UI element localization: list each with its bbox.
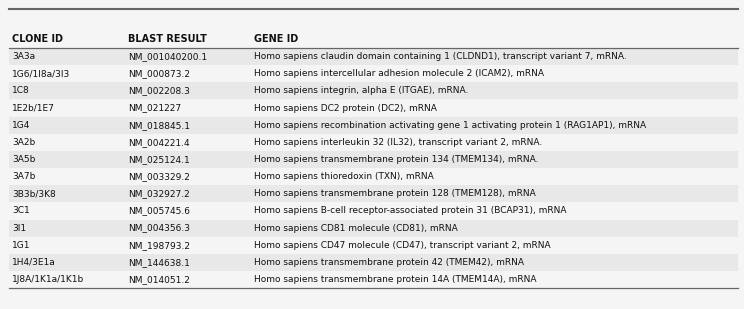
Bar [9, 237, 738, 254]
Text: Homo sapiens transmembrane protein 128 (TMEM128), mRNA: Homo sapiens transmembrane protein 128 (… [254, 189, 536, 198]
Bar [9, 254, 738, 271]
Text: Homo sapiens CD81 molecule (CD81), mRNA: Homo sapiens CD81 molecule (CD81), mRNA [254, 224, 458, 233]
Text: NM_001040200.1: NM_001040200.1 [128, 52, 207, 61]
Text: NM_018845.1: NM_018845.1 [128, 121, 190, 130]
Bar [9, 271, 738, 288]
Text: NM_005745.6: NM_005745.6 [128, 206, 190, 215]
Text: Homo sapiens B-cell receptor-associated protein 31 (BCAP31), mRNA: Homo sapiens B-cell receptor-associated … [254, 206, 567, 215]
Text: 3B3b/3K8: 3B3b/3K8 [12, 189, 56, 198]
Text: Homo sapiens intercellular adhesion molecule 2 (ICAM2), mRNA: Homo sapiens intercellular adhesion mole… [254, 69, 545, 78]
Bar [9, 202, 738, 219]
Text: 1H4/3E1a: 1H4/3E1a [12, 258, 56, 267]
Bar [9, 185, 738, 202]
Bar [9, 116, 738, 134]
Text: Homo sapiens interleukin 32 (IL32), transcript variant 2, mRNA.: Homo sapiens interleukin 32 (IL32), tran… [254, 138, 542, 147]
Text: 3C1: 3C1 [12, 206, 30, 215]
Text: NM_003329.2: NM_003329.2 [128, 172, 190, 181]
Text: 1E2b/1E7: 1E2b/1E7 [12, 104, 55, 112]
Text: Homo sapiens transmembrane protein 42 (TMEM42), mRNA: Homo sapiens transmembrane protein 42 (T… [254, 258, 525, 267]
Text: 3A2b: 3A2b [12, 138, 35, 147]
Text: NM_198793.2: NM_198793.2 [128, 241, 190, 250]
Text: Homo sapiens CD47 molecule (CD47), transcript variant 2, mRNA: Homo sapiens CD47 molecule (CD47), trans… [254, 241, 551, 250]
Text: Homo sapiens transmembrane protein 134 (TMEM134), mRNA.: Homo sapiens transmembrane protein 134 (… [254, 155, 539, 164]
Text: Homo sapiens integrin, alpha E (ITGAE), mRNA.: Homo sapiens integrin, alpha E (ITGAE), … [254, 87, 469, 95]
Text: 3A5b: 3A5b [12, 155, 35, 164]
Bar [9, 82, 738, 99]
Text: Homo sapiens claudin domain containing 1 (CLDND1), transcript variant 7, mRNA.: Homo sapiens claudin domain containing 1… [254, 52, 627, 61]
Bar [9, 31, 738, 48]
Text: 1G1: 1G1 [12, 241, 31, 250]
Text: Homo sapiens thioredoxin (TXN), mRNA: Homo sapiens thioredoxin (TXN), mRNA [254, 172, 434, 181]
Text: 1J8A/1K1a/1K1b: 1J8A/1K1a/1K1b [12, 275, 84, 284]
Text: 1C8: 1C8 [12, 87, 30, 95]
Text: 3I1: 3I1 [12, 224, 26, 233]
Bar [9, 168, 738, 185]
Bar [9, 48, 738, 65]
Text: CLONE ID: CLONE ID [12, 35, 63, 44]
Bar [9, 99, 738, 116]
Bar [9, 65, 738, 82]
Text: 1G6/1I8a/3I3: 1G6/1I8a/3I3 [12, 69, 70, 78]
Text: NM_021227: NM_021227 [128, 104, 181, 112]
Text: NM_032927.2: NM_032927.2 [128, 189, 190, 198]
Text: NM_144638.1: NM_144638.1 [128, 258, 190, 267]
Text: BLAST RESULT: BLAST RESULT [128, 35, 207, 44]
Text: NM_000873.2: NM_000873.2 [128, 69, 190, 78]
Text: 1G4: 1G4 [12, 121, 31, 130]
Text: NM_014051.2: NM_014051.2 [128, 275, 190, 284]
Text: NM_025124.1: NM_025124.1 [128, 155, 190, 164]
Text: NM_002208.3: NM_002208.3 [128, 87, 190, 95]
Text: 3A7b: 3A7b [12, 172, 35, 181]
Text: GENE ID: GENE ID [254, 35, 298, 44]
Text: NM_004221.4: NM_004221.4 [128, 138, 190, 147]
Text: Homo sapiens recombination activating gene 1 activating protein 1 (RAG1AP1), mRN: Homo sapiens recombination activating ge… [254, 121, 647, 130]
Bar [9, 134, 738, 151]
Text: Homo sapiens transmembrane protein 14A (TMEM14A), mRNA: Homo sapiens transmembrane protein 14A (… [254, 275, 537, 284]
Bar [9, 151, 738, 168]
Bar [9, 219, 738, 237]
Text: Homo sapiens DC2 protein (DC2), mRNA: Homo sapiens DC2 protein (DC2), mRNA [254, 104, 437, 112]
Text: 3A3a: 3A3a [12, 52, 35, 61]
Text: NM_004356.3: NM_004356.3 [128, 224, 190, 233]
